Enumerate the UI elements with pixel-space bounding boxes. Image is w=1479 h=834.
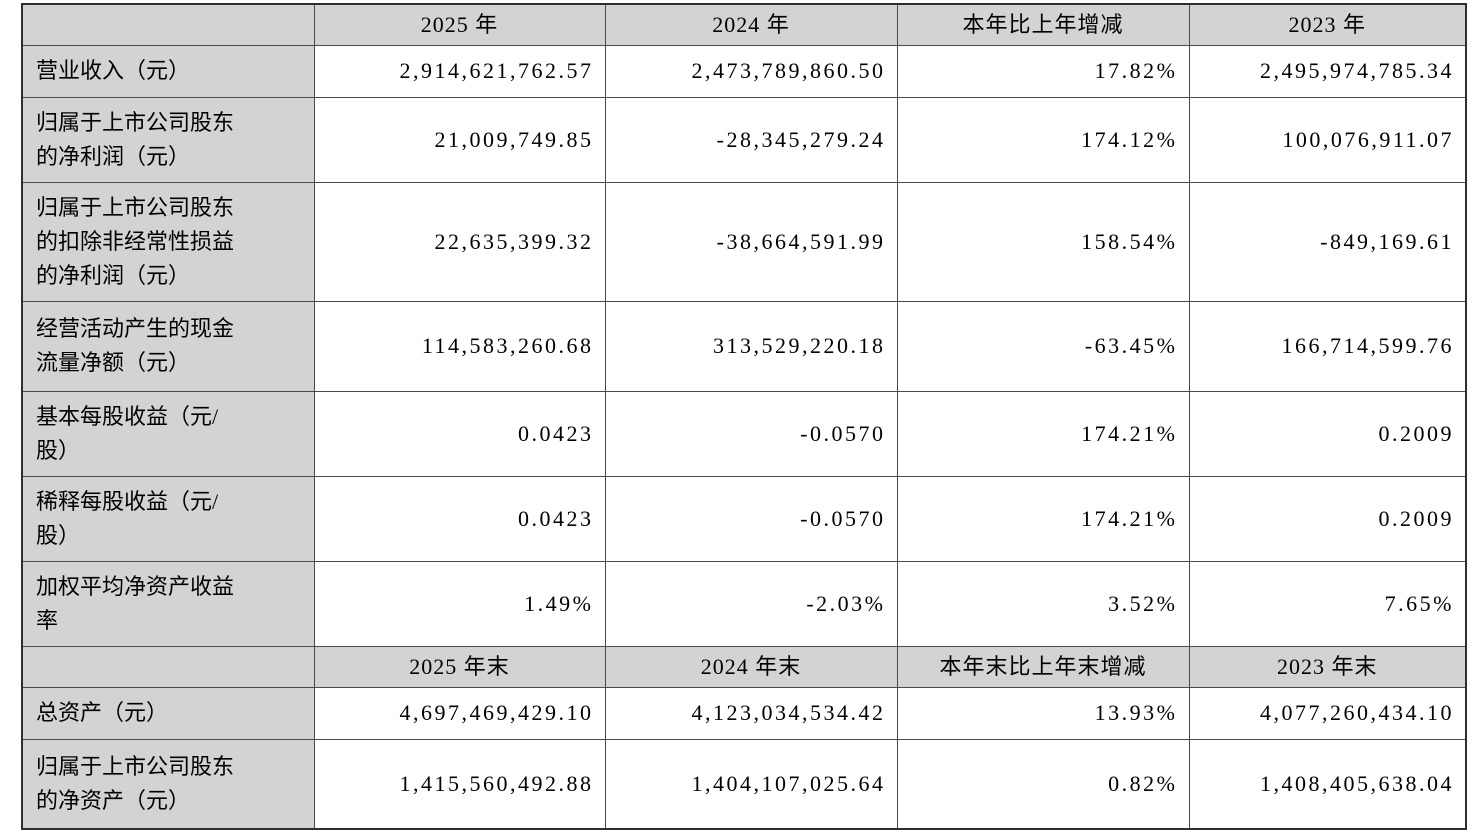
table-row-basic-eps: 基本每股收益（元/ 股） 0.0423 -0.0570 174.21% 0.20… [21, 390, 1467, 477]
value-cell: -63.45% [896, 300, 1190, 392]
table-row-diluted-eps: 稀释每股收益（元/ 股） 0.0423 -0.0570 174.21% 0.20… [21, 475, 1467, 562]
header-2023: 2023 年 [1188, 3, 1467, 46]
period-header-row: 2025 年 2024 年 本年比上年增减 2023 年 [21, 3, 1467, 46]
row-label-basic-eps: 基本每股收益（元/ 股） [21, 390, 315, 477]
value-cell: 3.52% [896, 560, 1190, 647]
table-row-net-profit: 归属于上市公司股东 的净利润（元） 21,009,749.85 -28,345,… [21, 96, 1467, 183]
value-cell: 174.12% [896, 96, 1190, 183]
value-cell: 0.2009 [1188, 475, 1467, 562]
value-cell: -28,345,279.24 [604, 96, 898, 183]
table-row-net-assets: 归属于上市公司股东 的净资产（元） 1,415,560,492.88 1,404… [21, 738, 1467, 830]
value-cell: 1,415,560,492.88 [313, 738, 606, 830]
value-cell: 0.2009 [1188, 390, 1467, 477]
header-2023-end: 2023 年末 [1188, 645, 1467, 688]
corner-cell [21, 3, 315, 46]
value-cell: -0.0570 [604, 475, 898, 562]
value-cell: 21,009,749.85 [313, 96, 606, 183]
value-cell: 313,529,220.18 [604, 300, 898, 392]
value-cell: 7.65% [1188, 560, 1467, 647]
value-cell: 166,714,599.76 [1188, 300, 1467, 392]
value-cell: 4,123,034,534.42 [604, 686, 898, 740]
header-2025-end: 2025 年末 [313, 645, 606, 688]
value-cell: 1,404,107,025.64 [604, 738, 898, 830]
row-label-net-profit: 归属于上市公司股东 的净利润（元） [21, 96, 315, 183]
row-label-operating-cash-flow: 经营活动产生的现金 流量净额（元） [21, 300, 315, 392]
value-cell: 13.93% [896, 686, 1190, 740]
value-cell: 0.0423 [313, 475, 606, 562]
table-row-weighted-avg-roe: 加权平均净资产收益 率 1.49% -2.03% 3.52% 7.65% [21, 560, 1467, 647]
value-cell: 1.49% [313, 560, 606, 647]
table-row-net-profit-excl-nonrecurring: 归属于上市公司股东 的扣除非经常性损益 的净利润（元） 22,635,399.3… [21, 181, 1467, 302]
value-cell: -38,664,591.99 [604, 181, 898, 302]
row-label-net-assets: 归属于上市公司股东 的净资产（元） [21, 738, 315, 830]
value-cell: 158.54% [896, 181, 1190, 302]
row-label-revenue: 营业收入（元） [21, 44, 315, 98]
header-end-yoy-change: 本年末比上年末增减 [896, 645, 1190, 688]
value-cell: 114,583,260.68 [313, 300, 606, 392]
header-2024: 2024 年 [604, 3, 898, 46]
table-row-revenue: 营业收入（元） 2,914,621,762.57 2,473,789,860.5… [21, 44, 1467, 98]
value-cell: 2,495,974,785.34 [1188, 44, 1467, 98]
value-cell: 17.82% [896, 44, 1190, 98]
value-cell: 0.82% [896, 738, 1190, 830]
value-cell: 1,408,405,638.04 [1188, 738, 1467, 830]
table-row-total-assets: 总资产（元） 4,697,469,429.10 4,123,034,534.42… [21, 686, 1467, 740]
value-cell: 4,697,469,429.10 [313, 686, 606, 740]
value-cell: 2,473,789,860.50 [604, 44, 898, 98]
endpoint-corner-cell [21, 645, 315, 688]
value-cell: -0.0570 [604, 390, 898, 477]
value-cell: -849,169.61 [1188, 181, 1467, 302]
value-cell: 22,635,399.32 [313, 181, 606, 302]
row-label-total-assets: 总资产（元） [21, 686, 315, 740]
value-cell: 0.0423 [313, 390, 606, 477]
row-label-net-profit-excl-nonrecurring: 归属于上市公司股东 的扣除非经常性损益 的净利润（元） [21, 181, 315, 302]
table-row-operating-cash-flow: 经营活动产生的现金 流量净额（元） 114,583,260.68 313,529… [21, 300, 1467, 392]
value-cell: 174.21% [896, 390, 1190, 477]
financial-summary-page: 2025 年 2024 年 本年比上年增减 2023 年 营业收入（元） 2,9… [0, 3, 1479, 834]
key-accounting-data-table: 2025 年 2024 年 本年比上年增减 2023 年 营业收入（元） 2,9… [21, 3, 1467, 830]
value-cell: 100,076,911.07 [1188, 96, 1467, 183]
value-cell: 4,077,260,434.10 [1188, 686, 1467, 740]
value-cell: -2.03% [604, 560, 898, 647]
endpoint-header-row: 2025 年末 2024 年末 本年末比上年末增减 2023 年末 [21, 645, 1467, 688]
header-2024-end: 2024 年末 [604, 645, 898, 688]
value-cell: 2,914,621,762.57 [313, 44, 606, 98]
header-yoy-change: 本年比上年增减 [896, 3, 1190, 46]
header-2025: 2025 年 [313, 3, 606, 46]
row-label-weighted-avg-roe: 加权平均净资产收益 率 [21, 560, 315, 647]
row-label-diluted-eps: 稀释每股收益（元/ 股） [21, 475, 315, 562]
value-cell: 174.21% [896, 475, 1190, 562]
